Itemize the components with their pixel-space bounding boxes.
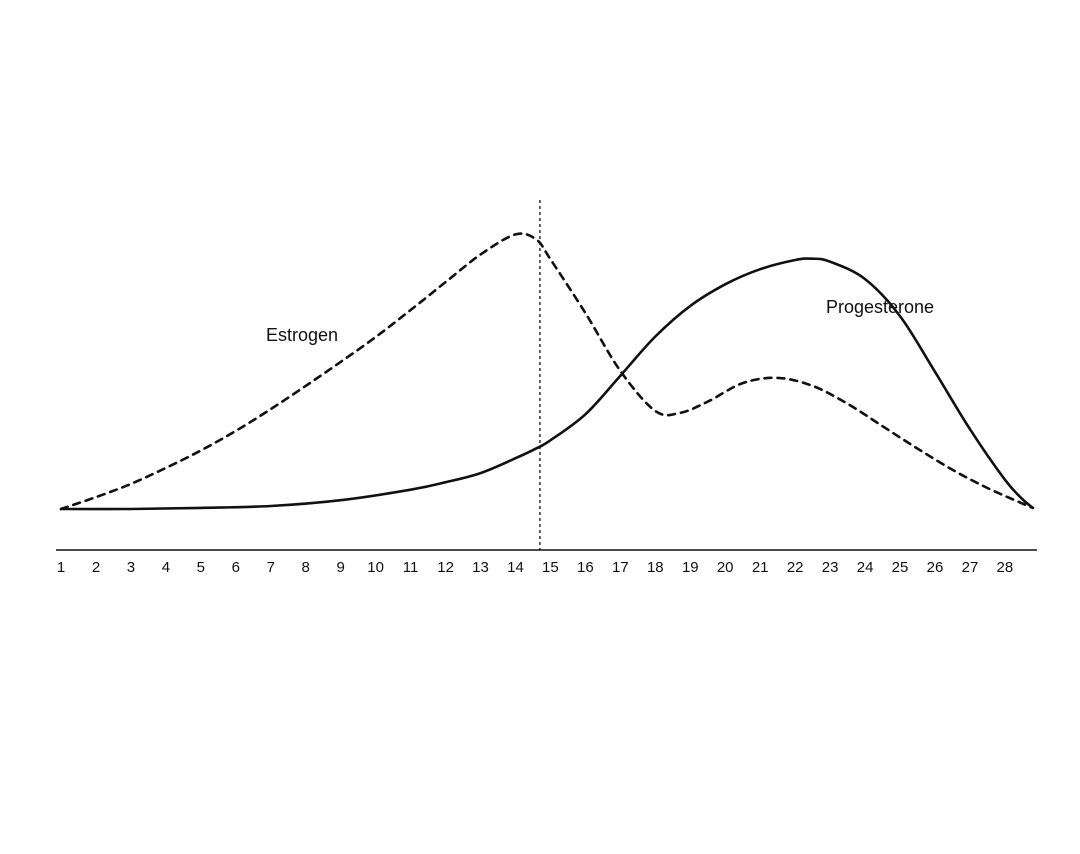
x-tick-label: 9 [337, 559, 345, 576]
x-tick-label: 6 [232, 559, 240, 576]
x-tick-label: 7 [267, 559, 275, 576]
x-tick-label: 8 [302, 559, 310, 576]
estrogen-series-line [59, 232, 1035, 511]
x-tick-label: 23 [822, 559, 839, 576]
x-tick-labels: 1 2 3 4 5 6 7 8 9 10 11 12 13 14 15 16 17 18 19 20 21 22 23 24 2… [57, 559, 1013, 576]
x-tick-label: 18 [647, 559, 664, 576]
x-tick-label: 20 [717, 559, 734, 576]
x-tick-label: 2 [92, 559, 100, 576]
x-tick-label: 17 [612, 559, 629, 576]
x-tick-label: 28 [997, 559, 1014, 576]
x-tick-label: 14 [507, 559, 524, 576]
estrogen-series-label: Estrogen [266, 325, 338, 345]
x-tick-label: 10 [367, 559, 384, 576]
x-tick-label: 27 [962, 559, 979, 576]
x-tick-label: 4 [162, 559, 170, 576]
x-tick-label: 19 [682, 559, 699, 576]
x-tick-label: 11 [403, 559, 419, 576]
x-tick-label: 21 [752, 559, 769, 576]
progesterone-series-line [59, 257, 1035, 511]
x-tick-label: 16 [577, 559, 594, 576]
x-tick-label: 26 [927, 559, 944, 576]
x-tick-label: 24 [857, 559, 874, 576]
series-layer [59, 232, 1035, 511]
x-tick-label: 22 [787, 559, 804, 576]
x-tick-label: 13 [472, 559, 489, 576]
x-tick-label: 15 [542, 559, 559, 576]
x-tick-label: 5 [197, 559, 205, 576]
progesterone-series-label: Progesterone [826, 297, 934, 317]
x-tick-label: 1 [57, 559, 65, 576]
x-tick-label: 3 [127, 559, 135, 576]
x-tick-label: 25 [892, 559, 909, 576]
x-tick-label: 12 [437, 559, 454, 576]
